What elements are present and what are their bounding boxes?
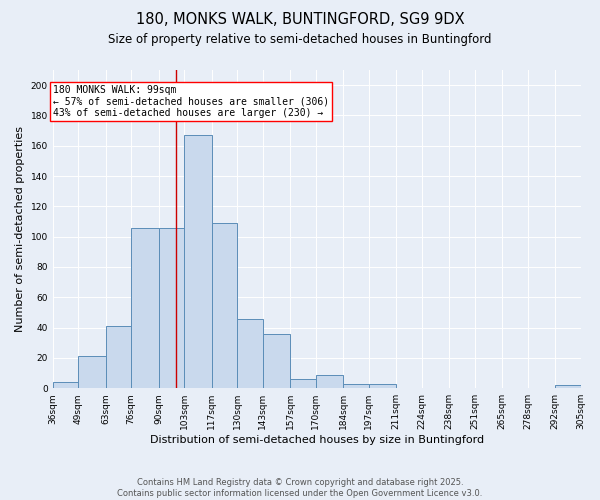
Bar: [78, 356, 106, 388]
Bar: [555, 385, 581, 388]
Text: Size of property relative to semi-detached houses in Buntingford: Size of property relative to semi-detach…: [108, 32, 492, 46]
Text: 180, MONKS WALK, BUNTINGFORD, SG9 9DX: 180, MONKS WALK, BUNTINGFORD, SG9 9DX: [136, 12, 464, 28]
Text: 180 MONKS WALK: 99sqm
← 57% of semi-detached houses are smaller (306)
43% of sem: 180 MONKS WALK: 99sqm ← 57% of semi-deta…: [53, 85, 329, 118]
Y-axis label: Number of semi-detached properties: Number of semi-detached properties: [15, 126, 25, 332]
Bar: [106, 326, 131, 388]
Text: Contains HM Land Registry data © Crown copyright and database right 2025.
Contai: Contains HM Land Registry data © Crown c…: [118, 478, 482, 498]
Bar: [131, 228, 158, 388]
Bar: [158, 228, 184, 388]
Bar: [212, 223, 237, 388]
Bar: [368, 384, 396, 388]
X-axis label: Distribution of semi-detached houses by size in Buntingford: Distribution of semi-detached houses by …: [149, 435, 484, 445]
Bar: [53, 382, 78, 388]
Bar: [237, 318, 263, 388]
Bar: [263, 334, 290, 388]
Bar: [184, 135, 212, 388]
Bar: [343, 384, 368, 388]
Bar: [316, 374, 343, 388]
Bar: [290, 379, 316, 388]
